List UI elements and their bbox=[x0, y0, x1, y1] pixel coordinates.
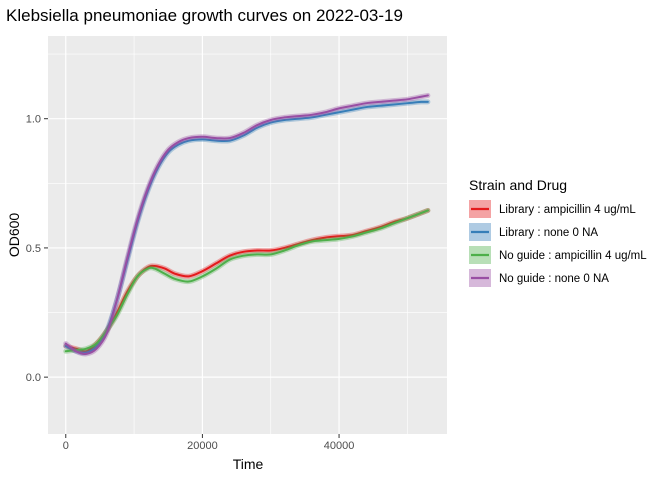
y-axis-title: OD600 bbox=[6, 213, 22, 258]
x-tick-label: 0 bbox=[63, 440, 69, 452]
series-line bbox=[64, 209, 429, 353]
x-tick-label: 40000 bbox=[324, 440, 355, 452]
x-tick-label: 20000 bbox=[187, 440, 218, 452]
chart-title: Klebsiella pneumoniae growth curves on 2… bbox=[6, 6, 403, 25]
legend-label: No guide : ampicillin 4 ug/mL bbox=[499, 250, 647, 262]
major-gridlines bbox=[48, 36, 447, 434]
y-tick-label: 0.0 bbox=[26, 372, 41, 384]
legend-label: Library : none 0 NA bbox=[499, 227, 598, 239]
legend-label: No guide : none 0 NA bbox=[499, 273, 609, 285]
axis-ticks: 0 20000 40000 0.0 0.5 1.0 bbox=[26, 114, 355, 452]
y-tick-label: 1.0 bbox=[26, 114, 41, 126]
legend-label: Library : ampicillin 4 ug/mL bbox=[499, 204, 636, 216]
legend: Strain and Drug Library : ampicillin 4 u… bbox=[469, 177, 647, 287]
y-tick-label: 0.5 bbox=[26, 243, 41, 255]
plot-panel bbox=[48, 36, 447, 434]
series-line bbox=[64, 94, 429, 355]
x-axis-title: Time bbox=[233, 456, 264, 472]
series-lines bbox=[63, 92, 431, 357]
legend-title: Strain and Drug bbox=[469, 177, 567, 193]
series-line bbox=[64, 209, 429, 353]
legend-items: Library : ampicillin 4 ug/mL Library : no… bbox=[469, 200, 647, 287]
